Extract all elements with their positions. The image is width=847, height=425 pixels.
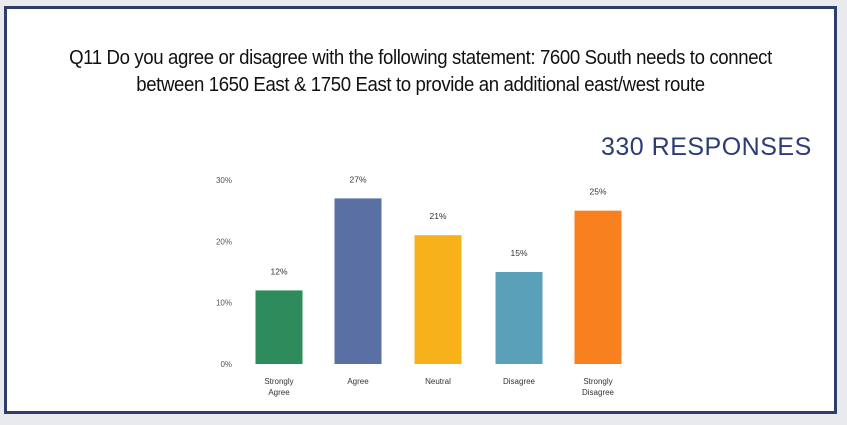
y-tick-label: 30% <box>216 176 232 185</box>
y-tick-label: 20% <box>216 237 232 246</box>
data-label: 25% <box>589 187 606 197</box>
data-label: 21% <box>429 211 446 221</box>
question-line-1: Q11 Do you agree or disagree with the fo… <box>69 47 772 69</box>
bar <box>574 210 622 364</box>
bar <box>334 198 382 364</box>
y-tick-label: 10% <box>216 299 232 308</box>
question-title: Q11 Do you agree or disagree with the fo… <box>36 45 805 99</box>
x-tick-label: Agree <box>268 388 290 397</box>
x-tick-label: Disagree <box>582 388 615 397</box>
y-tick-label: 0% <box>220 360 232 369</box>
bar <box>255 290 303 364</box>
x-tick-label: Disagree <box>503 377 536 386</box>
bar <box>495 272 543 364</box>
x-tick-label: Agree <box>347 377 369 386</box>
x-tick-label: Neutral <box>425 377 451 386</box>
data-label: 15% <box>510 248 527 258</box>
x-tick-label: Strongly <box>264 377 293 386</box>
responses-count: 330 RESPONSES <box>601 133 812 161</box>
question-line-2: between 1650 East & 1750 East to provide… <box>136 74 705 96</box>
data-label: 12% <box>270 266 287 276</box>
data-label: 27% <box>349 174 366 184</box>
x-tick-label: Strongly <box>583 377 612 386</box>
bar <box>414 235 462 364</box>
